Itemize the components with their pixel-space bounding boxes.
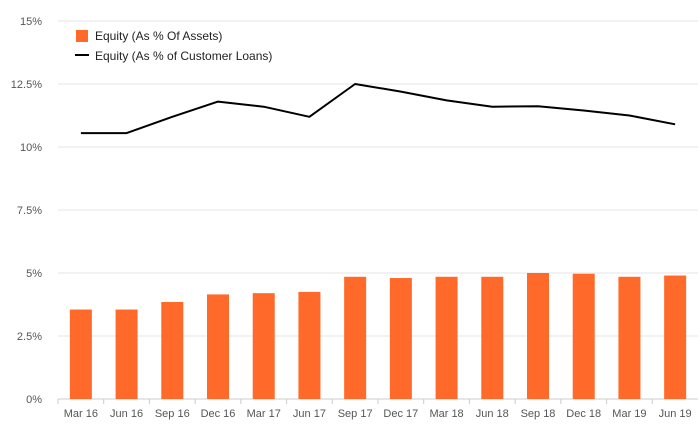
x-tick-label: Mar 19	[612, 408, 646, 420]
y-tick-label: 7.5%	[17, 205, 42, 217]
bar-series	[69, 273, 687, 399]
bar	[389, 278, 412, 399]
bar	[572, 273, 595, 399]
bar	[618, 276, 641, 399]
grid	[58, 20, 698, 400]
line-path	[80, 83, 676, 135]
y-tick-label: 5%	[26, 268, 42, 280]
bar	[527, 273, 549, 399]
y-tick-label: 15%	[20, 16, 42, 28]
y-tick-label: 10%	[20, 142, 42, 154]
bar	[252, 293, 275, 399]
legend-swatch-bar	[76, 30, 88, 42]
bar	[664, 275, 687, 399]
x-tick-label: Jun 19	[659, 408, 692, 420]
x-tick-label: Jun 17	[293, 408, 326, 420]
bar	[298, 291, 321, 399]
line-series	[80, 83, 676, 135]
y-tick-label: 2.5%	[17, 331, 42, 343]
y-tick-label: 12.5%	[11, 79, 42, 91]
x-tick-label: Dec 17	[383, 408, 418, 420]
x-tick-label: Mar 16	[64, 408, 98, 420]
bar	[435, 276, 458, 399]
x-tick-label: Jun 16	[110, 408, 143, 420]
legend: Equity (As % Of Assets) Equity (As % of …	[75, 29, 272, 63]
bar	[69, 309, 92, 399]
bar	[207, 294, 229, 399]
x-tick-label: Jun 18	[476, 408, 509, 420]
x-tick-label: Dec 16	[201, 408, 236, 420]
bar	[161, 301, 184, 399]
x-tick-label: Sep 16	[155, 408, 190, 420]
x-tick-label: Sep 17	[338, 408, 373, 420]
bar	[115, 309, 138, 399]
legend-label-bar: Equity (As % Of Assets)	[95, 29, 222, 43]
x-tick-label: Sep 18	[521, 408, 556, 420]
y-tick-label: 0%	[26, 394, 42, 406]
x-tick-label: Mar 17	[247, 408, 281, 420]
bar	[344, 276, 367, 399]
legend-label-line: Equity (As % of Customer Loans)	[95, 49, 272, 63]
x-tick-label: Dec 18	[566, 408, 601, 420]
x-tick-label: Mar 18	[429, 408, 463, 420]
bar	[481, 276, 504, 399]
x-axis: Mar 16 Jun 16 Sep 16 Dec 16 Mar 17 Jun 17 Sep …	[57, 399, 692, 420]
y-axis: 0% 2.5% 5% 7.5% 10% 12.5% 15%	[11, 16, 42, 406]
